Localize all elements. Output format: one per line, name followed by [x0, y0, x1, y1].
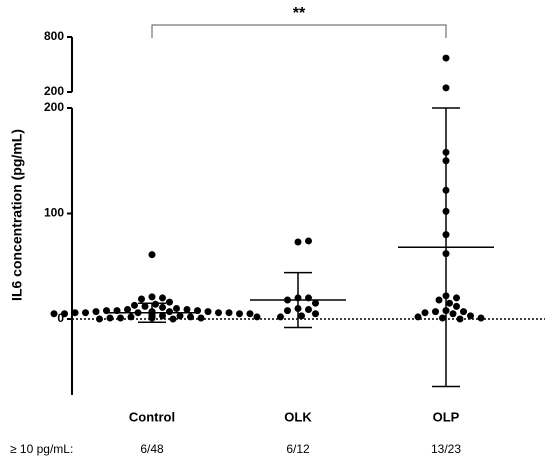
- data-point: [159, 294, 166, 302]
- data-point: [141, 302, 149, 310]
- count-value: 13/23: [431, 442, 461, 456]
- data-point: [284, 307, 291, 315]
- data-point: [152, 300, 159, 308]
- y-tick-label: 200: [44, 84, 64, 98]
- count-value: 6/48: [140, 442, 164, 456]
- data-point: [173, 304, 180, 312]
- data-point: [138, 295, 145, 303]
- data-point: [159, 303, 166, 311]
- data-point: [442, 84, 450, 92]
- data-point: [127, 313, 135, 321]
- significance-label: **: [293, 5, 306, 22]
- data-point: [435, 296, 443, 304]
- data-point: [453, 302, 460, 310]
- data-point: [169, 315, 177, 323]
- data-point: [131, 301, 138, 309]
- data-point: [183, 306, 191, 314]
- data-point: [236, 310, 243, 318]
- data-point: [477, 314, 485, 322]
- data-point: [467, 312, 474, 320]
- data-point: [148, 293, 156, 301]
- data-point: [159, 312, 166, 320]
- data-point: [166, 298, 173, 306]
- data-point: [456, 315, 464, 323]
- data-point: [446, 299, 453, 307]
- data-point: [246, 310, 254, 318]
- data-point: [449, 310, 457, 318]
- data-point: [453, 294, 460, 302]
- data-point: [312, 310, 319, 318]
- data-point: [106, 314, 114, 322]
- count-value: 6/12: [286, 442, 310, 456]
- data-point: [82, 309, 89, 317]
- data-point: [414, 313, 422, 321]
- data-point: [439, 314, 446, 322]
- data-point: [312, 299, 319, 307]
- data-point: [148, 251, 156, 259]
- data-point: [305, 306, 312, 314]
- data-point: [187, 313, 194, 321]
- data-point: [50, 310, 58, 318]
- data-point: [460, 308, 467, 316]
- data-point: [215, 309, 222, 317]
- data-point: [61, 310, 68, 318]
- data-point: [176, 312, 184, 320]
- data-point: [294, 238, 302, 246]
- data-point: [92, 308, 100, 316]
- data-point: [421, 309, 429, 317]
- category-label: OLP: [433, 409, 460, 424]
- data-point: [124, 306, 131, 314]
- y-tick-label: 800: [44, 29, 64, 43]
- y-tick-label: 100: [44, 206, 64, 220]
- data-point: [117, 314, 124, 322]
- significance-bracket: [151, 24, 447, 38]
- count-label: ≥ 10 pg/mL:: [10, 442, 73, 456]
- y-tick-label: 200: [44, 100, 64, 114]
- data-point: [253, 313, 261, 321]
- y-axis-label: IL6 concentration (pg/mL): [9, 129, 25, 301]
- data-point: [166, 308, 173, 316]
- data-point: [71, 309, 79, 317]
- data-point: [204, 308, 212, 316]
- data-point: [225, 309, 233, 317]
- category-label: OLK: [284, 409, 312, 424]
- data-point: [432, 308, 439, 316]
- data-point: [197, 314, 205, 322]
- data-point: [298, 312, 305, 320]
- data-point: [96, 315, 103, 323]
- y-tick-label: 0: [57, 311, 64, 325]
- data-point: [277, 313, 284, 321]
- data-point: [305, 237, 312, 245]
- category-label: Control: [129, 409, 175, 424]
- data-point: [442, 54, 450, 62]
